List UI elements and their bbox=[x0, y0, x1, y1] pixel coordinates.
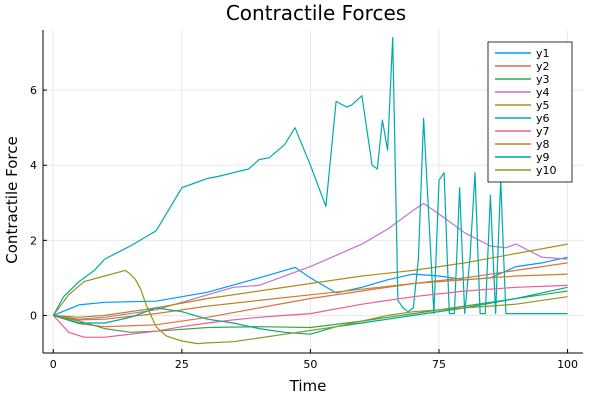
legend-label-y3: y3 bbox=[536, 73, 550, 86]
x-axis-label: Time bbox=[289, 377, 327, 395]
x-tick-label: 0 bbox=[50, 358, 57, 371]
legend-label-y9: y9 bbox=[536, 151, 550, 164]
axes bbox=[42, 30, 583, 354]
y-ticks: 0 2 4 6 bbox=[30, 84, 47, 322]
series-lines bbox=[52, 36, 568, 345]
legend-label-y7: y7 bbox=[536, 125, 550, 138]
legend-label-y10: y10 bbox=[536, 164, 557, 177]
x-tick-label: 50 bbox=[303, 358, 317, 371]
series-line-y7 bbox=[52, 284, 568, 338]
legend-box bbox=[487, 41, 573, 183]
series-line-y2 bbox=[53, 262, 568, 328]
legend-label-y5: y5 bbox=[536, 99, 550, 112]
y-tick-label: 2 bbox=[30, 234, 37, 247]
y-axis-label: Contractile Force bbox=[3, 136, 21, 263]
x-ticks: 0 25 50 75 100 bbox=[50, 349, 578, 371]
legend-label-y4: y4 bbox=[536, 86, 550, 99]
legend-label-y8: y8 bbox=[536, 138, 550, 151]
series-line-y8 bbox=[53, 273, 568, 321]
x-tick-label: 100 bbox=[557, 358, 578, 371]
legend-label-y1: y1 bbox=[536, 47, 550, 60]
series-line-y9 bbox=[53, 286, 568, 335]
y-tick-label: 4 bbox=[30, 159, 37, 172]
series-line-y5 bbox=[53, 243, 568, 318]
legend-label-y6: y6 bbox=[536, 112, 550, 125]
x-tick-label: 75 bbox=[432, 358, 446, 371]
legend-label-y2: y2 bbox=[536, 60, 550, 73]
series-line-y6 bbox=[52, 36, 568, 316]
chart-title: Contractile Forces bbox=[226, 1, 406, 25]
y-tick-label: 6 bbox=[30, 84, 37, 97]
series-line-y4 bbox=[53, 202, 568, 320]
y-tick-label: 0 bbox=[30, 309, 37, 322]
series-line-y10 bbox=[52, 269, 568, 345]
x-tick-label: 25 bbox=[175, 358, 189, 371]
